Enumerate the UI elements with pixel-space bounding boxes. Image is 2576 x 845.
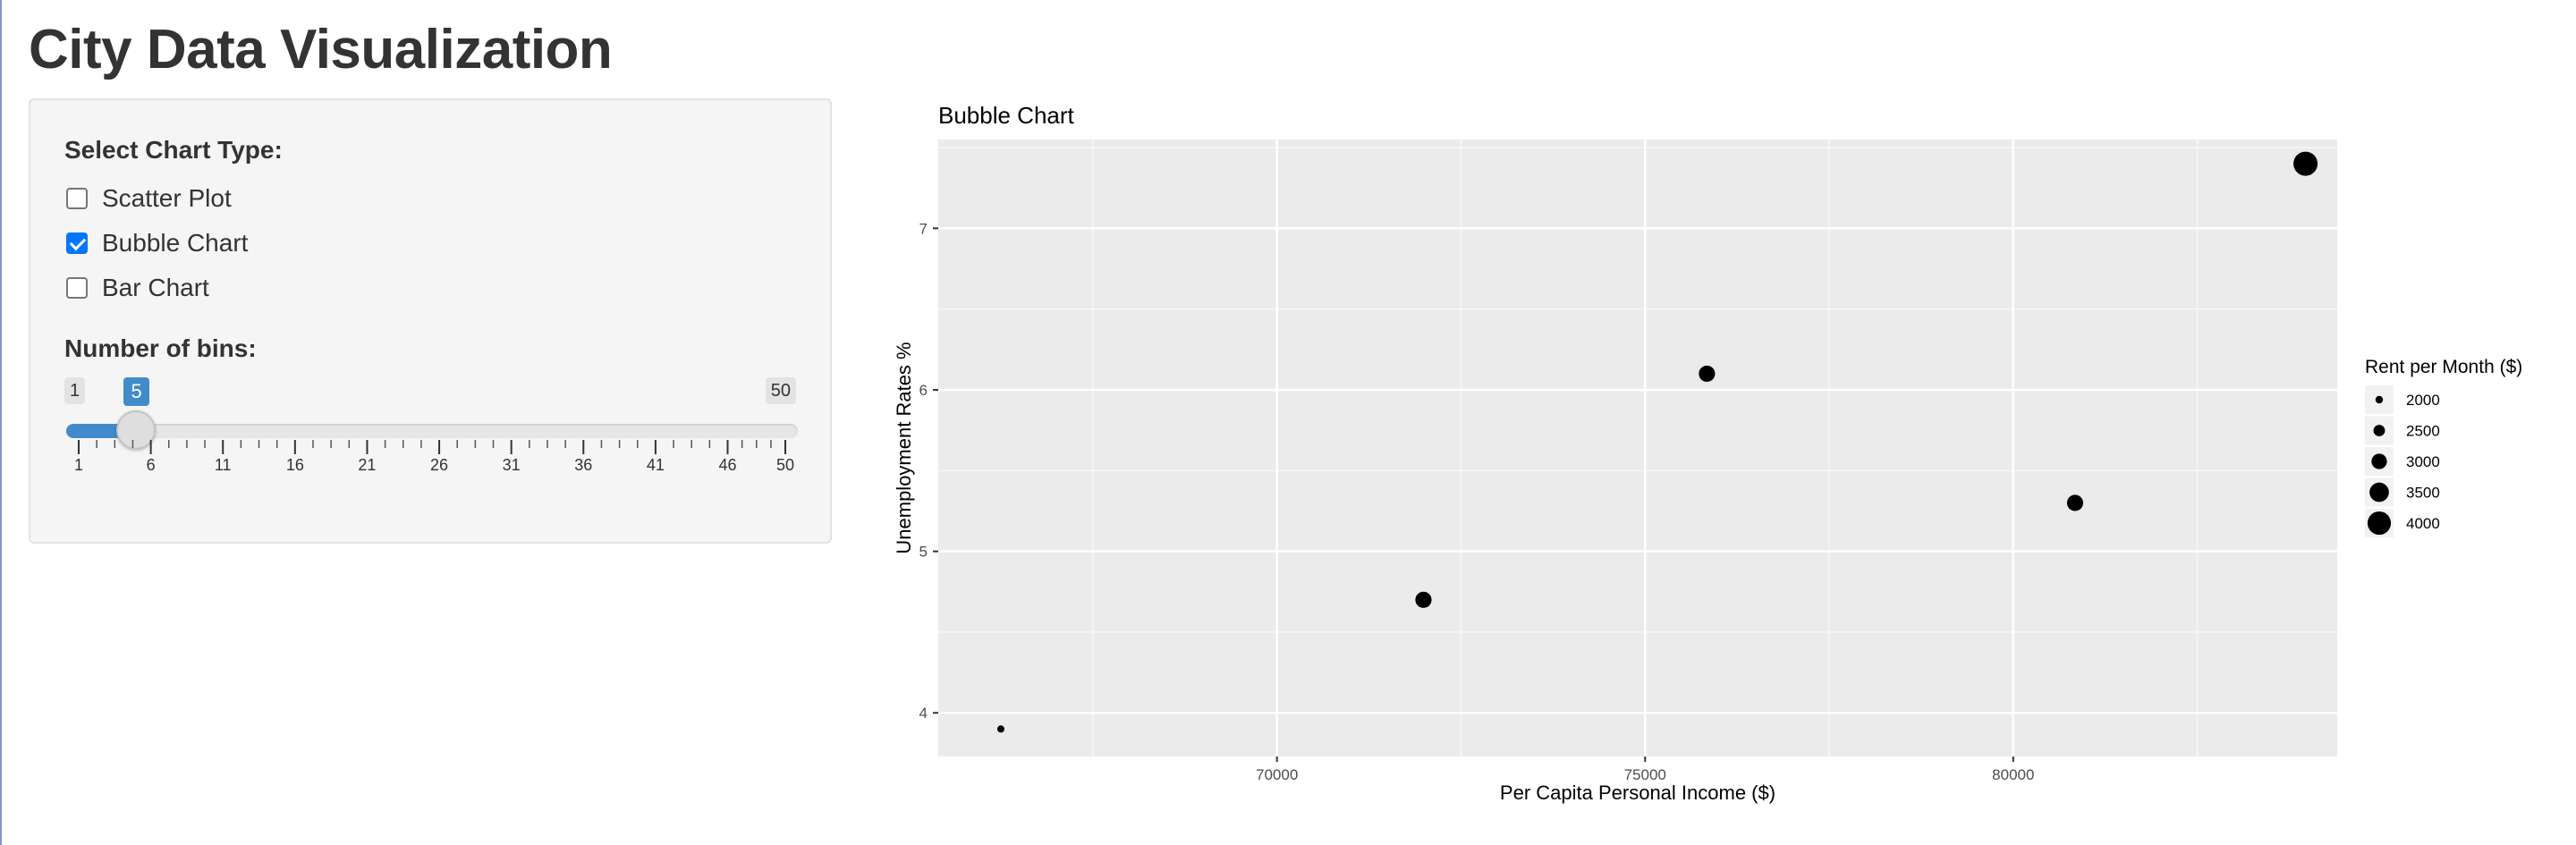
bubble-point bbox=[1699, 365, 1716, 382]
legend-bubble bbox=[2369, 482, 2389, 503]
x-axis-label: Per Capita Personal Income ($) bbox=[1500, 782, 1775, 804]
legend-label: 3000 bbox=[2406, 453, 2440, 470]
checkbox-label[interactable]: Bubble Chart bbox=[102, 229, 249, 257]
bubble-point bbox=[996, 725, 1004, 733]
bins-label: Number of bins: bbox=[64, 334, 257, 362]
bins-slider-handle[interactable] bbox=[116, 410, 157, 450]
checkbox-bar-chart[interactable]: Bar Chart bbox=[66, 270, 209, 306]
y-tick-label: 4 bbox=[919, 705, 928, 722]
checkbox-label[interactable]: Scatter Plot bbox=[102, 184, 232, 212]
legend-bubble bbox=[2367, 511, 2392, 536]
checkbox-bubble-chart[interactable]: Bubble Chart bbox=[66, 225, 248, 261]
slider-max-label: 50 bbox=[765, 377, 796, 404]
chart-title: Bubble Chart bbox=[938, 102, 1075, 129]
page-title: City Data Visualization bbox=[29, 19, 613, 80]
bubble-point bbox=[2293, 151, 2318, 176]
legend-bubble bbox=[2375, 395, 2384, 404]
legend-label: 2500 bbox=[2406, 423, 2440, 440]
plot-panel bbox=[938, 139, 2337, 756]
bins-slider-track[interactable] bbox=[66, 424, 798, 438]
bubble-point bbox=[2066, 494, 2084, 511]
checkbox-scatter-plot[interactable]: Scatter Plot bbox=[66, 181, 232, 216]
legend-title: Rent per Month ($) bbox=[2365, 357, 2522, 377]
checkbox-label[interactable]: Bar Chart bbox=[102, 274, 209, 301]
y-tick-label: 7 bbox=[919, 220, 928, 237]
x-tick-label: 80000 bbox=[1992, 766, 2034, 783]
legend-label: 4000 bbox=[2406, 515, 2440, 532]
slider-min-label: 1 bbox=[64, 377, 86, 404]
legend-label: 2000 bbox=[2406, 392, 2440, 409]
legend-label: 3500 bbox=[2406, 485, 2440, 502]
y-axis-label: Unemployment Rates % bbox=[893, 342, 915, 553]
checkbox-icon[interactable] bbox=[66, 232, 88, 254]
sidebar-panel: Select Chart Type: Scatter Plot Bubble C… bbox=[29, 98, 832, 544]
x-tick-label: 75000 bbox=[1624, 766, 1666, 783]
chart-type-label: Select Chart Type: bbox=[64, 136, 283, 164]
slider-value-label: 5 bbox=[123, 377, 149, 406]
y-tick-label: 5 bbox=[919, 544, 928, 561]
bubble-point bbox=[1415, 591, 1432, 608]
legend-bubble bbox=[2373, 425, 2385, 436]
x-tick-label: 70000 bbox=[1256, 766, 1298, 783]
y-tick-label: 6 bbox=[919, 382, 928, 399]
checkbox-icon[interactable] bbox=[66, 188, 88, 209]
checkbox-icon[interactable] bbox=[66, 277, 88, 299]
legend-bubble bbox=[2371, 453, 2387, 469]
